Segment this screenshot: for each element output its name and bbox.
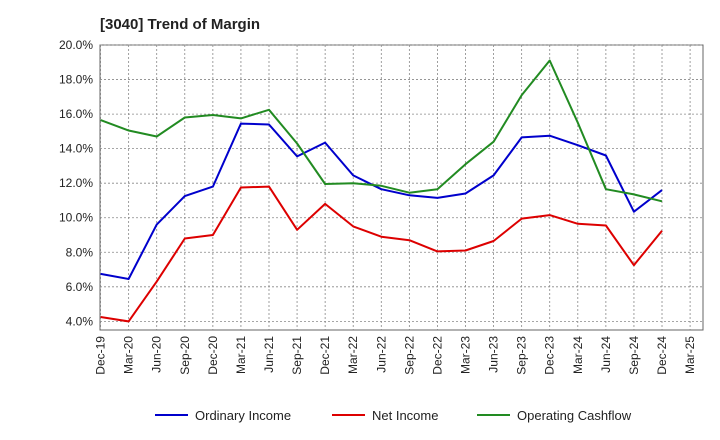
chart-title: [3040] Trend of Margin (100, 16, 260, 33)
y-tick-label: 8.0% (66, 245, 94, 259)
y-tick-label: 16.0% (59, 107, 93, 121)
y-tick-label: 20.0% (59, 38, 93, 52)
x-tick-label: Sep-24 (627, 336, 641, 375)
y-tick-label: 10.0% (59, 211, 93, 225)
x-tick-label: Dec-22 (430, 336, 444, 375)
y-tick-label: 18.0% (59, 73, 93, 87)
x-tick-label: Jun-22 (374, 336, 388, 373)
y-tick-label: 6.0% (66, 280, 94, 294)
series-line-ordinary-income (100, 122, 663, 280)
x-tick-label: Sep-20 (178, 336, 192, 375)
y-tick-label: 14.0% (59, 142, 93, 156)
x-tick-label: Dec-23 (543, 336, 557, 375)
legend: Ordinary Income Net Income Operating Cashf… (155, 408, 632, 423)
x-tick-label: Mar-22 (346, 336, 360, 374)
x-tick-label: Sep-23 (515, 336, 529, 375)
x-tick-label: Sep-22 (402, 336, 416, 375)
x-tick-label: Mar-21 (234, 336, 248, 374)
series-line-operating-cashflow (100, 59, 663, 203)
legend-label-net-income: Net Income (372, 408, 438, 423)
legend-label-operating-cashflow: Operating Cashflow (517, 408, 632, 423)
x-tick-label: Mar-20 (122, 336, 136, 374)
x-tick-label: Mar-25 (683, 336, 697, 374)
x-tick-label: Jun-20 (150, 336, 164, 373)
legend-label-ordinary-income: Ordinary Income (195, 408, 291, 423)
x-tick-label: Dec-24 (655, 336, 669, 375)
plot-area: 4.0% 6.0% 8.0% 10.0% 12.0% 14.0% 16.0% 18.0% 20.… (59, 38, 704, 375)
x-tick-label: Jun-23 (487, 336, 501, 373)
series-line-net-income (100, 185, 663, 323)
x-tick-label: Dec-20 (206, 336, 220, 375)
x-tick-label: Dec-19 (94, 336, 108, 375)
plot-frame (99, 44, 704, 331)
y-tick-label: 12.0% (59, 176, 93, 190)
x-tick-label: Jun-24 (599, 336, 613, 373)
x-tick-label: Mar-24 (571, 336, 585, 374)
x-tick-label: Dec-21 (318, 336, 332, 375)
x-tick-label: Mar-23 (459, 336, 473, 374)
x-tick-label: Sep-21 (290, 336, 304, 375)
y-tick-label: 4.0% (66, 314, 94, 328)
x-tick-label: Jun-21 (262, 336, 276, 373)
